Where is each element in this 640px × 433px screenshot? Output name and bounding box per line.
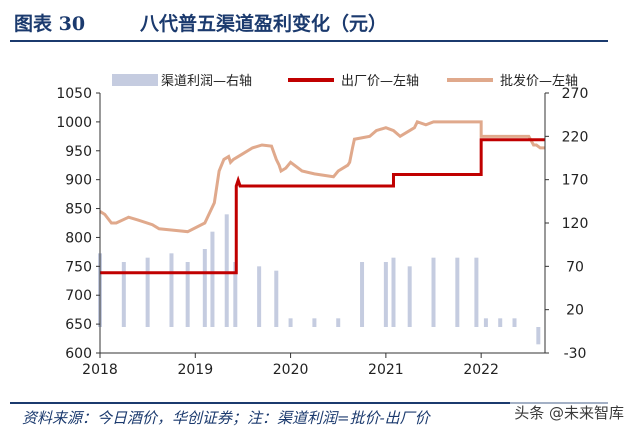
x-tick-label: 2020 xyxy=(273,362,309,378)
bar xyxy=(288,318,293,327)
bar xyxy=(312,318,317,327)
legend-swatch-bar xyxy=(112,74,158,86)
bar xyxy=(512,318,517,327)
legend-label: 出厂价—左轴 xyxy=(341,74,419,89)
y-tick-label: 800 xyxy=(65,230,92,246)
y-tick-label: 950 xyxy=(65,144,92,160)
bar xyxy=(474,257,479,327)
bar xyxy=(336,318,341,327)
footer-rule xyxy=(10,402,608,404)
bar xyxy=(483,318,488,327)
bar xyxy=(185,262,190,327)
bar xyxy=(431,257,436,327)
bar xyxy=(536,327,541,345)
y2-tick-label: -30 xyxy=(564,346,587,362)
bar xyxy=(145,257,150,327)
figure-label: 图表 30 xyxy=(14,13,86,35)
y2-tick-label: 20 xyxy=(566,303,584,319)
figure-title: 八代普五渠道盈利变化（元） xyxy=(140,13,388,35)
y-tick-label: 600 xyxy=(65,346,92,362)
y2-tick-label: 120 xyxy=(562,216,589,232)
bar xyxy=(169,253,174,327)
figure-header: 图表 30 八代普五渠道盈利变化（元） xyxy=(0,0,640,46)
lines-layer xyxy=(99,120,545,275)
bar xyxy=(360,262,365,327)
bar xyxy=(274,270,279,327)
bar xyxy=(224,214,229,327)
axes-layer: 600 650 700 750 800 850 900 950 1000 1050 -30 20 70 1… xyxy=(56,86,588,378)
y2-tick-label: 220 xyxy=(562,129,589,145)
y-tick-label: 650 xyxy=(65,317,92,333)
y2-tick-label: 170 xyxy=(562,173,589,189)
bar xyxy=(202,249,207,327)
watermark-text: 头条 @未来智库 xyxy=(510,401,628,424)
x-tick-label: 2018 xyxy=(82,362,118,378)
bars-layer xyxy=(98,214,541,345)
y-tick-label: 1050 xyxy=(56,86,92,102)
y-tick-label: 750 xyxy=(65,259,92,275)
bar xyxy=(383,262,388,327)
bar xyxy=(257,266,262,327)
x-tick-label: 2019 xyxy=(177,362,213,378)
y2-tick-label: 70 xyxy=(566,259,584,275)
y-tick-label: 700 xyxy=(65,288,92,304)
x-tick-label: 2021 xyxy=(368,362,404,378)
legend: 渠道利润—右轴 出厂价—左轴 批发价—左轴 xyxy=(112,73,578,89)
y-tick-label: 1000 xyxy=(56,115,92,131)
legend-label: 渠道利润—右轴 xyxy=(161,74,252,89)
bar xyxy=(455,257,460,327)
source-note: 资料来源：今日酒价，华创证券；注：渠道利润=批价-出厂价 xyxy=(22,409,430,427)
bar xyxy=(233,262,238,327)
bar xyxy=(498,318,503,327)
series-line-wholesale xyxy=(99,120,545,234)
bar xyxy=(210,231,215,327)
bar xyxy=(121,262,126,327)
y-tick-label: 900 xyxy=(65,173,92,189)
legend-label: 批发价—左轴 xyxy=(500,73,578,89)
header-rule xyxy=(10,40,608,42)
x-tick-label: 2022 xyxy=(463,362,499,378)
y-tick-label: 850 xyxy=(65,202,92,218)
y2-tick-label: 270 xyxy=(562,86,589,102)
bar xyxy=(391,257,396,327)
series-line-ex-factory xyxy=(100,138,545,275)
bar xyxy=(407,266,412,327)
